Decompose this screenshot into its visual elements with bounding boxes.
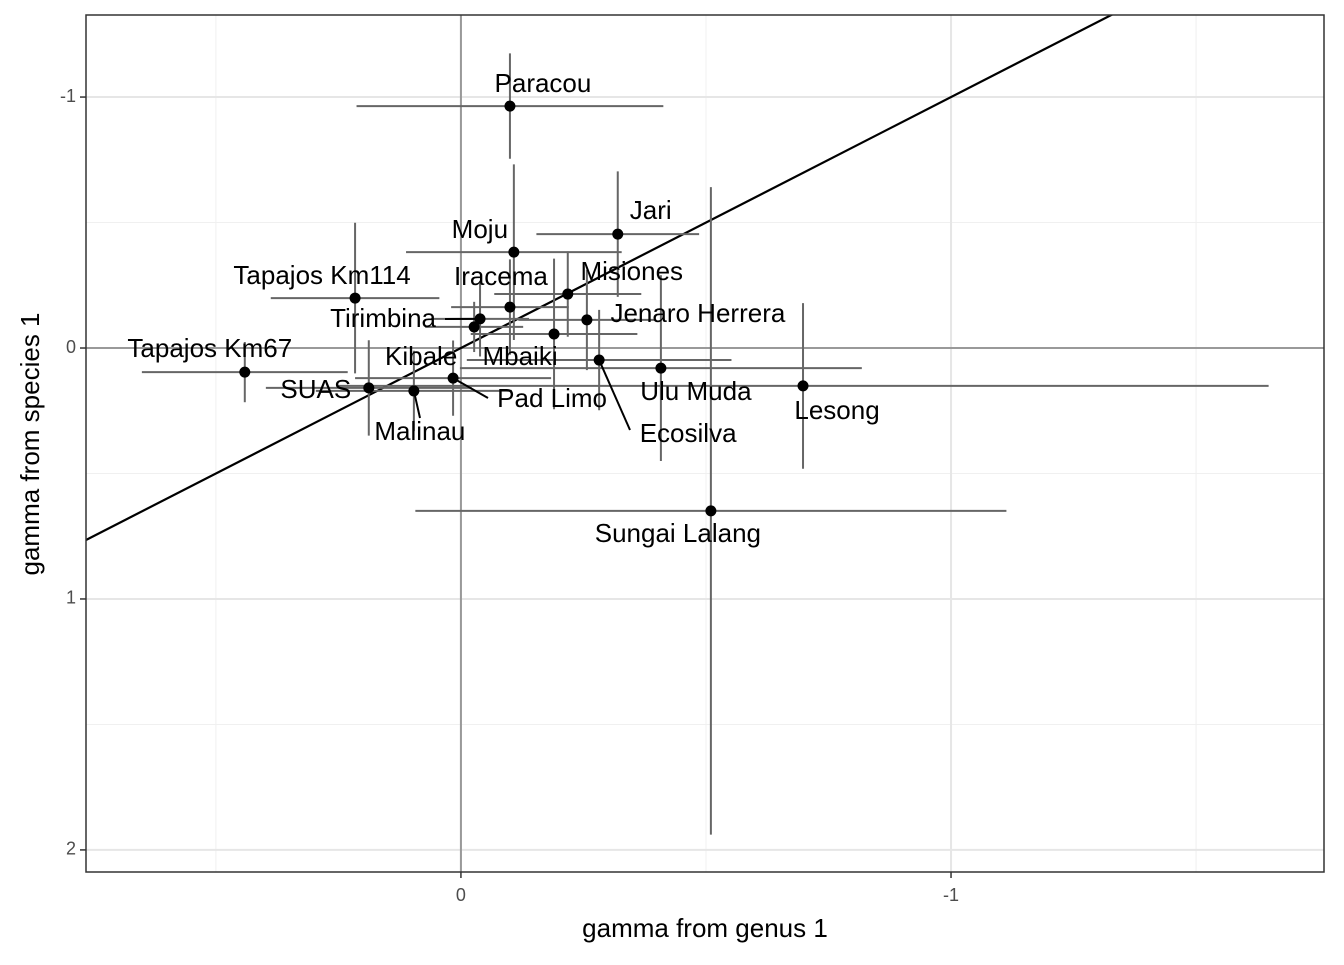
point bbox=[508, 247, 519, 258]
point-label: Pad Limo bbox=[497, 383, 607, 413]
point-label: Tapajos Km67 bbox=[127, 333, 292, 363]
point bbox=[504, 101, 515, 112]
point-label: Jari bbox=[630, 195, 672, 225]
point bbox=[581, 314, 592, 325]
point-label: Sungai Lalang bbox=[595, 518, 761, 548]
point bbox=[448, 373, 459, 384]
point bbox=[549, 328, 560, 339]
point-label: Moju bbox=[452, 214, 508, 244]
point bbox=[798, 380, 809, 391]
point-label: Ulu Muda bbox=[640, 376, 752, 406]
point bbox=[612, 229, 623, 240]
point bbox=[363, 382, 374, 393]
point-label: Ecosilva bbox=[640, 418, 737, 448]
point bbox=[705, 505, 716, 516]
y-tick-label: 1 bbox=[66, 588, 76, 608]
point-label: Misiones bbox=[580, 256, 683, 286]
point bbox=[469, 321, 480, 332]
point-label: Lesong bbox=[794, 395, 879, 425]
y-tick-label: -1 bbox=[60, 86, 76, 106]
point bbox=[655, 363, 666, 374]
x-axis-label: gamma from genus 1 bbox=[582, 913, 828, 943]
point-label: Paracou bbox=[495, 68, 592, 98]
point-label: Mbaiki bbox=[482, 341, 557, 371]
y-axis-label: gamma from species 1 bbox=[15, 313, 45, 576]
point-label: Kibale bbox=[385, 341, 457, 371]
x-tick-label: 0 bbox=[456, 885, 466, 905]
point-label: Tapajos Km114 bbox=[233, 260, 410, 290]
point bbox=[594, 355, 605, 366]
point bbox=[562, 289, 573, 300]
point-label: Jenaro Herrera bbox=[610, 298, 785, 328]
point-label: Iracema bbox=[454, 261, 548, 291]
point bbox=[408, 385, 419, 396]
point bbox=[239, 367, 250, 378]
y-tick-label: 2 bbox=[66, 839, 76, 859]
point bbox=[504, 302, 515, 313]
point-label: Tirimbina bbox=[330, 303, 436, 333]
point-label: Malinau bbox=[374, 416, 465, 446]
point-label: SUAS bbox=[280, 374, 351, 404]
x-tick-label: -1 bbox=[943, 885, 959, 905]
y-tick-label: 0 bbox=[66, 337, 76, 357]
